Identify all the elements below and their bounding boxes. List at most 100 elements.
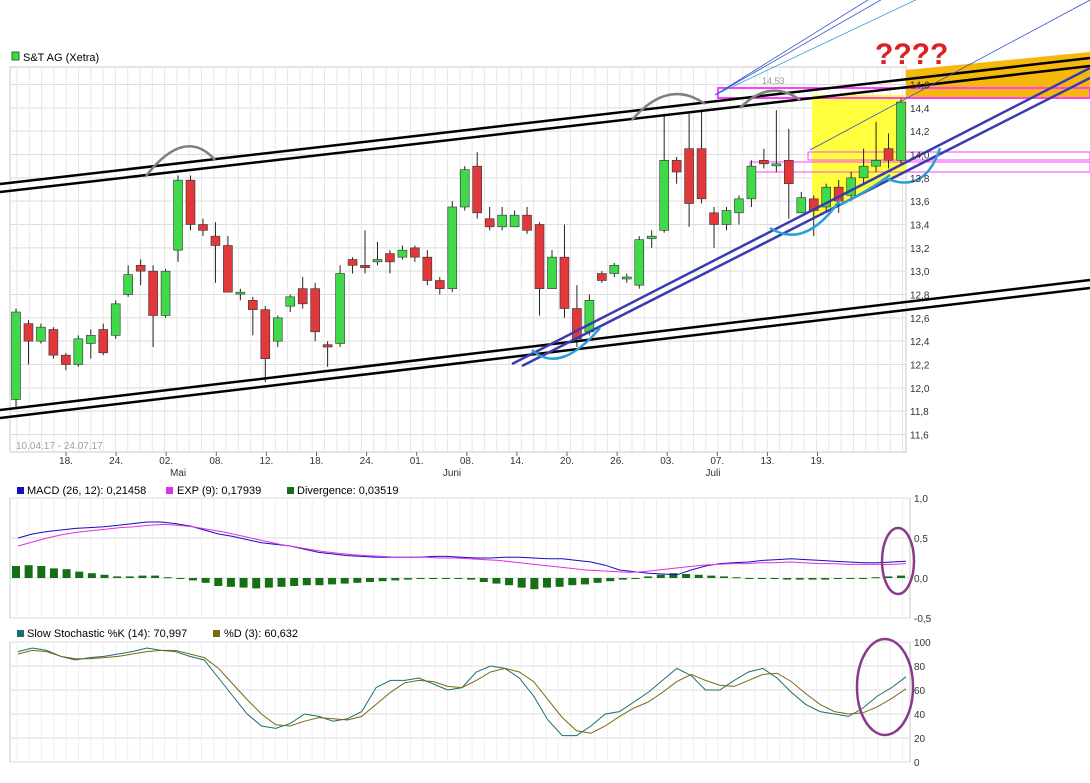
lower-channel-line — [0, 278, 1090, 412]
candle-body — [621, 276, 632, 280]
divergence-bar — [808, 578, 817, 580]
candle-body — [447, 206, 458, 289]
candle-body — [821, 186, 831, 208]
divergence-bar — [871, 577, 880, 579]
price-y-tick-label: 12,6 — [910, 314, 930, 325]
divergence-bar — [302, 578, 311, 586]
stoch-d-legend-swatch — [213, 630, 220, 637]
price-y-tick-label: 13,4 — [910, 221, 930, 232]
macd-circle-annotation — [880, 526, 916, 596]
stoch-d-line — [17, 649, 907, 734]
divergence-bar — [467, 578, 476, 580]
fan-ray — [714, 0, 917, 96]
candle-body — [397, 249, 408, 258]
divergence-bar — [720, 576, 728, 578]
price-y-tick-label: 13,2 — [910, 244, 930, 255]
fan-ray — [809, 0, 1090, 151]
divergence-bar — [226, 578, 235, 587]
candle-body — [223, 245, 233, 293]
candle-body — [36, 326, 46, 342]
chart-title: S&T AG (Xetra) — [23, 52, 99, 64]
x-tick-label: 08. — [460, 456, 474, 467]
divergence-bar — [833, 578, 842, 579]
divergence-bar — [441, 578, 450, 579]
candle-body — [684, 148, 694, 204]
candle-body — [435, 280, 445, 289]
exp-legend-swatch — [166, 487, 173, 494]
candle-body — [297, 288, 308, 305]
divergence-bar — [214, 578, 223, 586]
candle-body — [858, 165, 869, 179]
axis-labels: 11,6 11,8 12,0 12,2 12,4 12,6 12,8 13,0 13,2 13,4… — [59, 81, 932, 770]
candle-body — [23, 323, 34, 342]
x-tick-label: 24. — [109, 456, 123, 467]
candle-body — [759, 160, 769, 165]
candle-body — [110, 303, 121, 336]
divergence-bar — [479, 578, 488, 582]
divergence-bar — [328, 578, 337, 585]
divergence-bar — [125, 576, 134, 578]
date-range-label: 10.04.17 - 24.07.17 — [16, 441, 103, 452]
candle-body — [871, 160, 881, 167]
divergence-bar — [543, 578, 551, 588]
price-y-tick-label: 13,6 — [910, 197, 930, 208]
candle-body — [385, 253, 395, 263]
candle-layer: 14,53 — [11, 76, 906, 409]
candle-body — [123, 274, 133, 295]
divergence-bar — [580, 578, 589, 585]
divergence-bar — [492, 578, 501, 584]
candle-body — [61, 354, 71, 365]
divergence-bar — [151, 575, 160, 578]
candle-body — [310, 288, 320, 333]
divergence-bar — [12, 566, 20, 578]
x-tick-label: 26. — [610, 456, 624, 467]
x-tick-label: 12. — [259, 456, 273, 467]
divergence-legend-swatch — [287, 487, 294, 494]
divergence-bar — [429, 578, 438, 579]
candle-body — [671, 160, 682, 173]
divergence-bar — [100, 574, 109, 578]
fan-ray — [714, 0, 869, 96]
candle-body — [734, 198, 744, 214]
candle-body — [696, 148, 707, 200]
divergence-bar — [770, 578, 779, 579]
bottom-hook-annotation — [531, 327, 601, 360]
question-marks-annotation: ???? — [875, 38, 948, 71]
macd-legend-label: MACD (26, 12): 0,21458 — [27, 485, 146, 497]
divergence-bar — [682, 574, 691, 578]
x-tick-label: 01. — [410, 456, 424, 467]
candle-body — [534, 224, 545, 289]
exp-legend-label: EXP (9): 0,17939 — [177, 485, 261, 497]
divergence-bar — [416, 578, 425, 579]
divergence-bar — [454, 578, 463, 579]
candle-body — [572, 308, 582, 340]
candle-body — [410, 247, 420, 258]
divergence-bar — [49, 568, 58, 578]
divergence-bar — [163, 577, 172, 579]
divergence-bar — [252, 578, 261, 589]
candle-body — [509, 214, 520, 228]
divergence-bar — [340, 578, 349, 584]
candle-body — [646, 235, 657, 239]
divergence-bar — [239, 578, 248, 588]
divergence-bar — [189, 578, 197, 581]
divergence-bar — [757, 578, 766, 579]
divergence-bar — [24, 565, 33, 578]
divergence-bar — [138, 575, 147, 578]
grid-layer — [9, 66, 907, 453]
bottom-hook-annotation — [884, 147, 942, 184]
rising-support-line — [511, 66, 1090, 366]
candle-body — [48, 329, 59, 356]
candle-body — [335, 273, 345, 344]
stoch-circle-annotation — [855, 637, 915, 737]
divergence-bar — [277, 578, 286, 587]
divergence-bar — [606, 578, 615, 582]
candle-body — [609, 265, 620, 274]
top-arc-annotation — [145, 144, 216, 177]
candle-body — [360, 265, 370, 268]
divergence-bar — [113, 576, 122, 578]
candle-body — [784, 160, 794, 184]
candle-body — [883, 148, 894, 161]
candle-body — [597, 273, 607, 281]
top-arc-annotation — [631, 92, 706, 121]
